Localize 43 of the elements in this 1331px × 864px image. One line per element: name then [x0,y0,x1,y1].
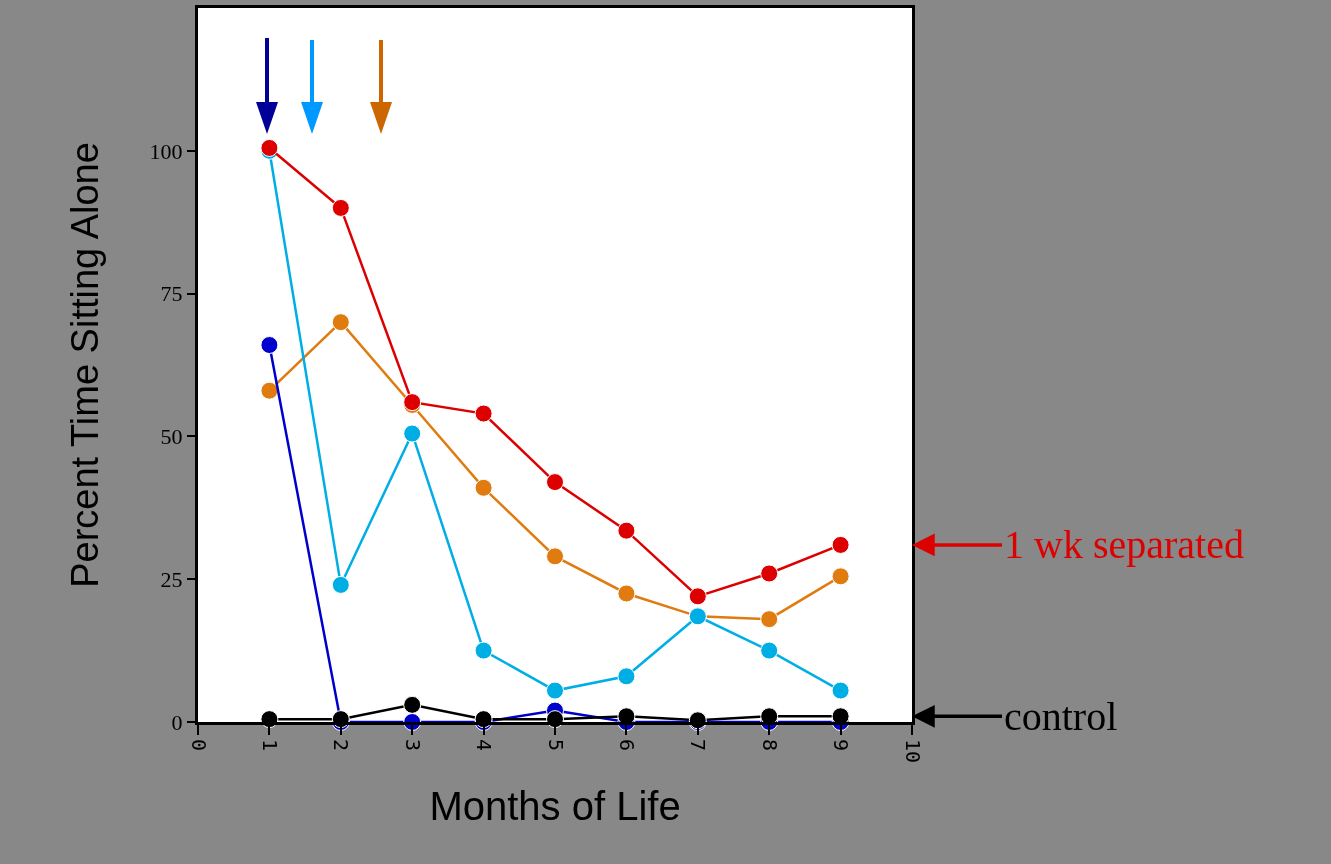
y-tick-label: 25 [160,566,183,592]
point [760,641,779,660]
legend-label: control [1004,694,1118,739]
x-axis-title: Months of Life [429,783,681,828]
x-tick-label: 7 [686,739,711,752]
legend-label: 1 wk separated [1004,522,1244,567]
point [403,695,422,714]
point [760,564,779,583]
point [331,313,350,332]
point [546,473,564,492]
point [331,198,350,217]
x-tick-label: 3 [400,739,425,752]
point [617,521,636,540]
x-tick-label: 4 [472,739,497,752]
point [474,404,493,423]
x-tick-label: 1 [257,739,282,752]
point [474,641,493,660]
x-tick-label: 8 [757,739,782,752]
point [831,535,850,554]
point [331,575,350,594]
y-tick-label: 0 [171,709,183,735]
point [474,478,493,497]
y-axis-title: Percent Time Sitting Alone [63,142,106,588]
x-tick-label: 9 [829,739,854,752]
point [688,587,707,606]
point [760,610,779,629]
point [617,667,636,686]
y-tick-label: 50 [160,424,183,450]
y-tick-label: 75 [160,281,183,307]
x-tick-label: 2 [329,739,354,752]
point [546,547,564,566]
x-tick-label: 6 [614,739,639,752]
point [260,381,279,400]
point [617,584,636,603]
x-tick-label: 5 [543,739,568,752]
point [403,424,422,443]
point [546,681,564,700]
x-tick-label: 0 [186,739,211,752]
point [260,336,279,354]
point [831,567,850,586]
point [831,681,850,700]
y-tick-label: 100 [149,138,183,164]
x-tick-label: 10 [900,739,925,764]
